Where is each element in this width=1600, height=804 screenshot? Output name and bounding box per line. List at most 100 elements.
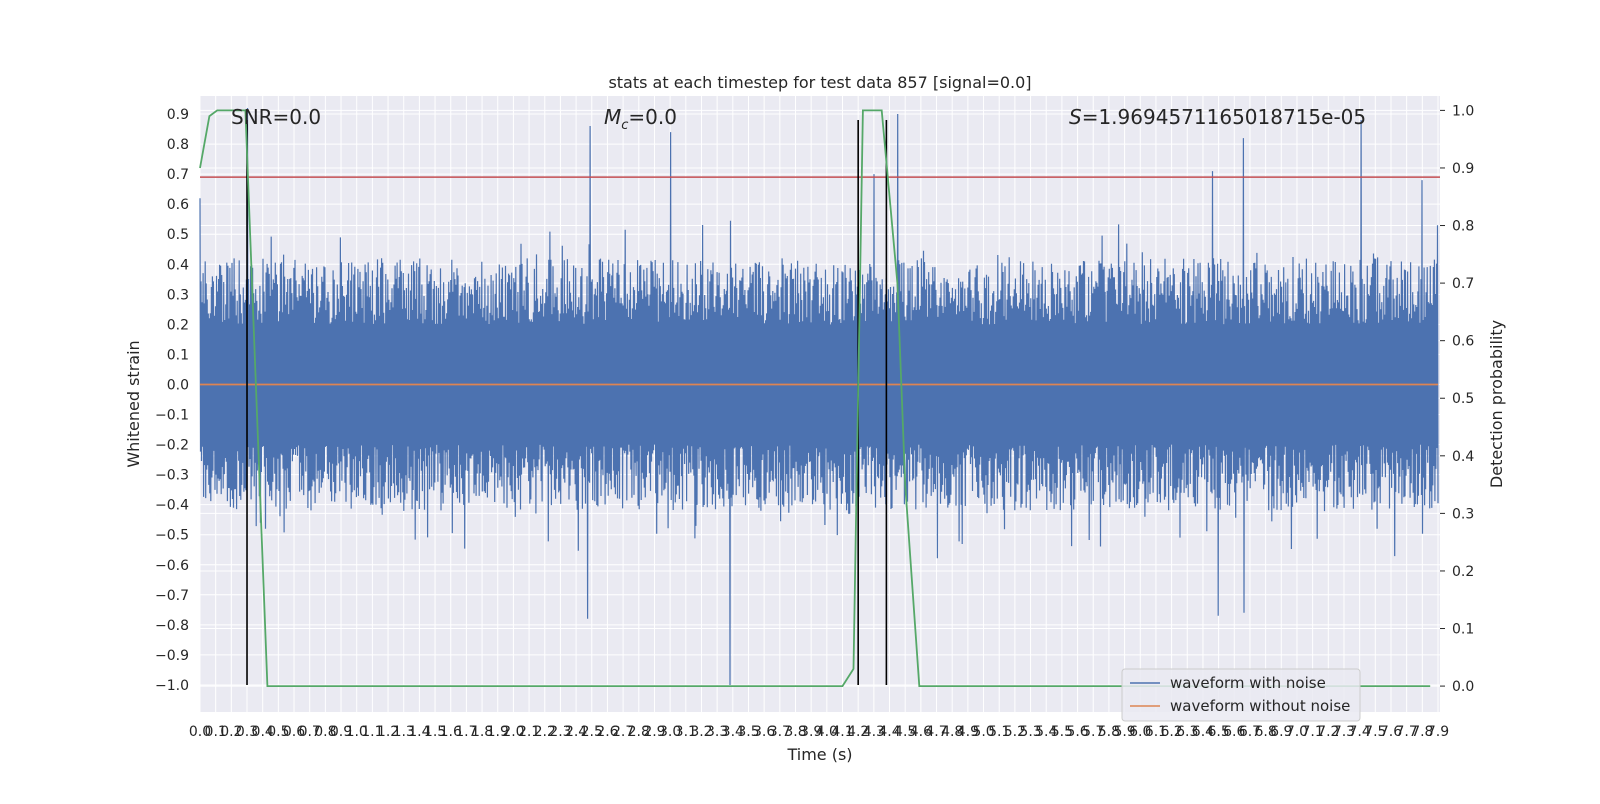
y-tick-label-left: −0.2 (155, 438, 189, 454)
y-tick-label-right: 0.7 (1452, 276, 1474, 292)
x-tick-label: 0.6 (283, 724, 305, 740)
x-tick-label: 5.6 (1066, 724, 1088, 740)
s-annotation: S=1.9694571165018715e-05 (1069, 105, 1366, 129)
snr-annotation: SNR=0.0 (231, 105, 321, 129)
y-tick-label-left: 0.8 (167, 137, 189, 153)
series-layer (199, 107, 1440, 687)
y-tick-label-left: 0.2 (167, 317, 189, 333)
x-tick-label: 3.8 (784, 724, 806, 740)
x-tick-label: 1.4 (408, 724, 430, 740)
legend-label-clean: waveform without noise (1170, 697, 1350, 715)
x-tick-label: 6.1 (1145, 724, 1167, 740)
x-tick-label: 2.5 (581, 724, 603, 740)
y-axis-label-right: Detection probability (1487, 320, 1506, 488)
x-tick-label: 5.2 (1004, 724, 1026, 740)
y-tick-label-right: 0.1 (1452, 622, 1474, 638)
x-tick-label: 1.0 (346, 724, 368, 740)
y-tick-label-left: −0.7 (155, 588, 189, 604)
x-tick-label: 5.8 (1098, 724, 1120, 740)
legend-box (1121, 668, 1361, 722)
legend: waveform with noise waveform without noi… (1121, 668, 1361, 722)
x-tick-label: 7.1 (1302, 724, 1324, 740)
x-tick-label: 7.4 (1349, 724, 1371, 740)
left-y-ticks: −1.0 −0.9 −0.8 −0.7 −0.6 −0.5 −0.4 −0.3 −0.2 −0.1… (155, 107, 189, 694)
x-tick-label: 5.5 (1051, 724, 1073, 740)
y-tick-label-left: 0.9 (167, 107, 189, 123)
x-tick-label: 5.3 (1019, 724, 1041, 740)
x-tick-label: 1.3 (393, 724, 415, 740)
y-tick-label-left: 0.7 (167, 167, 189, 183)
x-tick-label: 4.9 (957, 724, 979, 740)
y-tick-label-right: 0.9 (1452, 161, 1474, 177)
x-tick-label: 2.2 (534, 724, 556, 740)
x-tick-label: 0.7 (299, 724, 321, 740)
x-tick-label: 5.9 (1113, 724, 1135, 740)
x-tick-label: 3.0 (659, 724, 681, 740)
x-tick-label: 4.1 (831, 724, 853, 740)
x-tick-label: 1.9 (487, 724, 509, 740)
x-tick-label: 4.5 (894, 724, 916, 740)
y-tick-label-left: 0.6 (167, 197, 189, 213)
x-tick-label: 6.8 (1254, 724, 1276, 740)
x-tick-label: 7.8 (1411, 724, 1433, 740)
y-tick-label-right: 0.6 (1452, 334, 1474, 350)
x-tick-label: 1.6 (440, 724, 462, 740)
x-tick-label: 2.4 (565, 724, 587, 740)
x-tick-label: 7.9 (1427, 724, 1449, 740)
y-tick-label-left: 0.4 (167, 257, 189, 273)
y-tick-label-right: 0.3 (1452, 506, 1474, 522)
y-tick-label-right: 1.0 (1452, 103, 1474, 119)
y-tick-label-left: 0.3 (167, 287, 189, 303)
y-tick-label-right: 0.5 (1452, 391, 1474, 407)
y-tick-label-left: 0.1 (167, 347, 189, 363)
x-tick-label: 0.4 (252, 724, 274, 740)
x-tick-label: 6.7 (1239, 724, 1261, 740)
x-tick-label: 4.7 (925, 724, 947, 740)
y-tick-label-left: −0.4 (155, 498, 189, 514)
x-tick-label: 7.2 (1317, 724, 1339, 740)
x-tick-label: 1.5 (424, 724, 446, 740)
x-tick-label: 2.7 (612, 724, 634, 740)
x-tick-label: 4.6 (910, 724, 932, 740)
x-tick-label: 0.1 (205, 724, 227, 740)
x-tick-label: 3.7 (769, 724, 791, 740)
x-axis-label: Time (s) (786, 745, 852, 764)
x-tick-label: 6.6 (1223, 724, 1245, 740)
x-tick-label: 0.9 (330, 724, 352, 740)
x-tick-label: 3.2 (690, 724, 712, 740)
x-tick-label: 2.3 (549, 724, 571, 740)
chart-title: stats at each timestep for test data 857… (608, 73, 1031, 92)
y-tick-label-left: −0.8 (155, 618, 189, 634)
x-tick-label: 2.0 (502, 724, 524, 740)
y-tick-label-right: 0.8 (1452, 219, 1474, 235)
y-tick-label-left: −0.5 (155, 528, 189, 544)
x-tick-label: 2.8 (628, 724, 650, 740)
x-tick-label: 1.2 (377, 724, 399, 740)
x-tick-label: 7.6 (1380, 724, 1402, 740)
x-tick-label: 3.5 (737, 724, 759, 740)
x-tick-label: 6.4 (1192, 724, 1214, 740)
series-detection-probability (199, 109, 1431, 687)
x-tick-label: 6.3 (1176, 724, 1198, 740)
x-tick-label: 4.3 (863, 724, 885, 740)
x-ticks: 0.00.10.20.30.40.50.60.70.80.91.01.11.21… (189, 724, 1449, 740)
x-tick-label: 0.8 (314, 724, 336, 740)
x-tick-label: 2.6 (596, 724, 618, 740)
x-tick-label: 6.5 (1207, 724, 1229, 740)
x-tick-label: 2.9 (643, 724, 665, 740)
x-tick-label: 3.4 (722, 724, 744, 740)
y-axis-label-left: Whitened strain (124, 340, 143, 467)
x-tick-label: 1.8 (471, 724, 493, 740)
x-tick-label: 3.6 (753, 724, 775, 740)
legend-label-noise: waveform with noise (1170, 674, 1326, 692)
x-tick-label: 4.4 (878, 724, 900, 740)
x-tick-label: 5.1 (988, 724, 1010, 740)
x-tick-label: 1.7 (455, 724, 477, 740)
x-tick-label: 4.8 (941, 724, 963, 740)
right-y-ticks: 0.0 0.1 0.2 0.3 0.4 0.5 0.6 0.7 0.8 0.9 1.0 (1440, 103, 1474, 695)
x-tick-label: 3.9 (800, 724, 822, 740)
x-tick-label: 0.2 (220, 724, 242, 740)
x-tick-label: 2.1 (518, 724, 540, 740)
